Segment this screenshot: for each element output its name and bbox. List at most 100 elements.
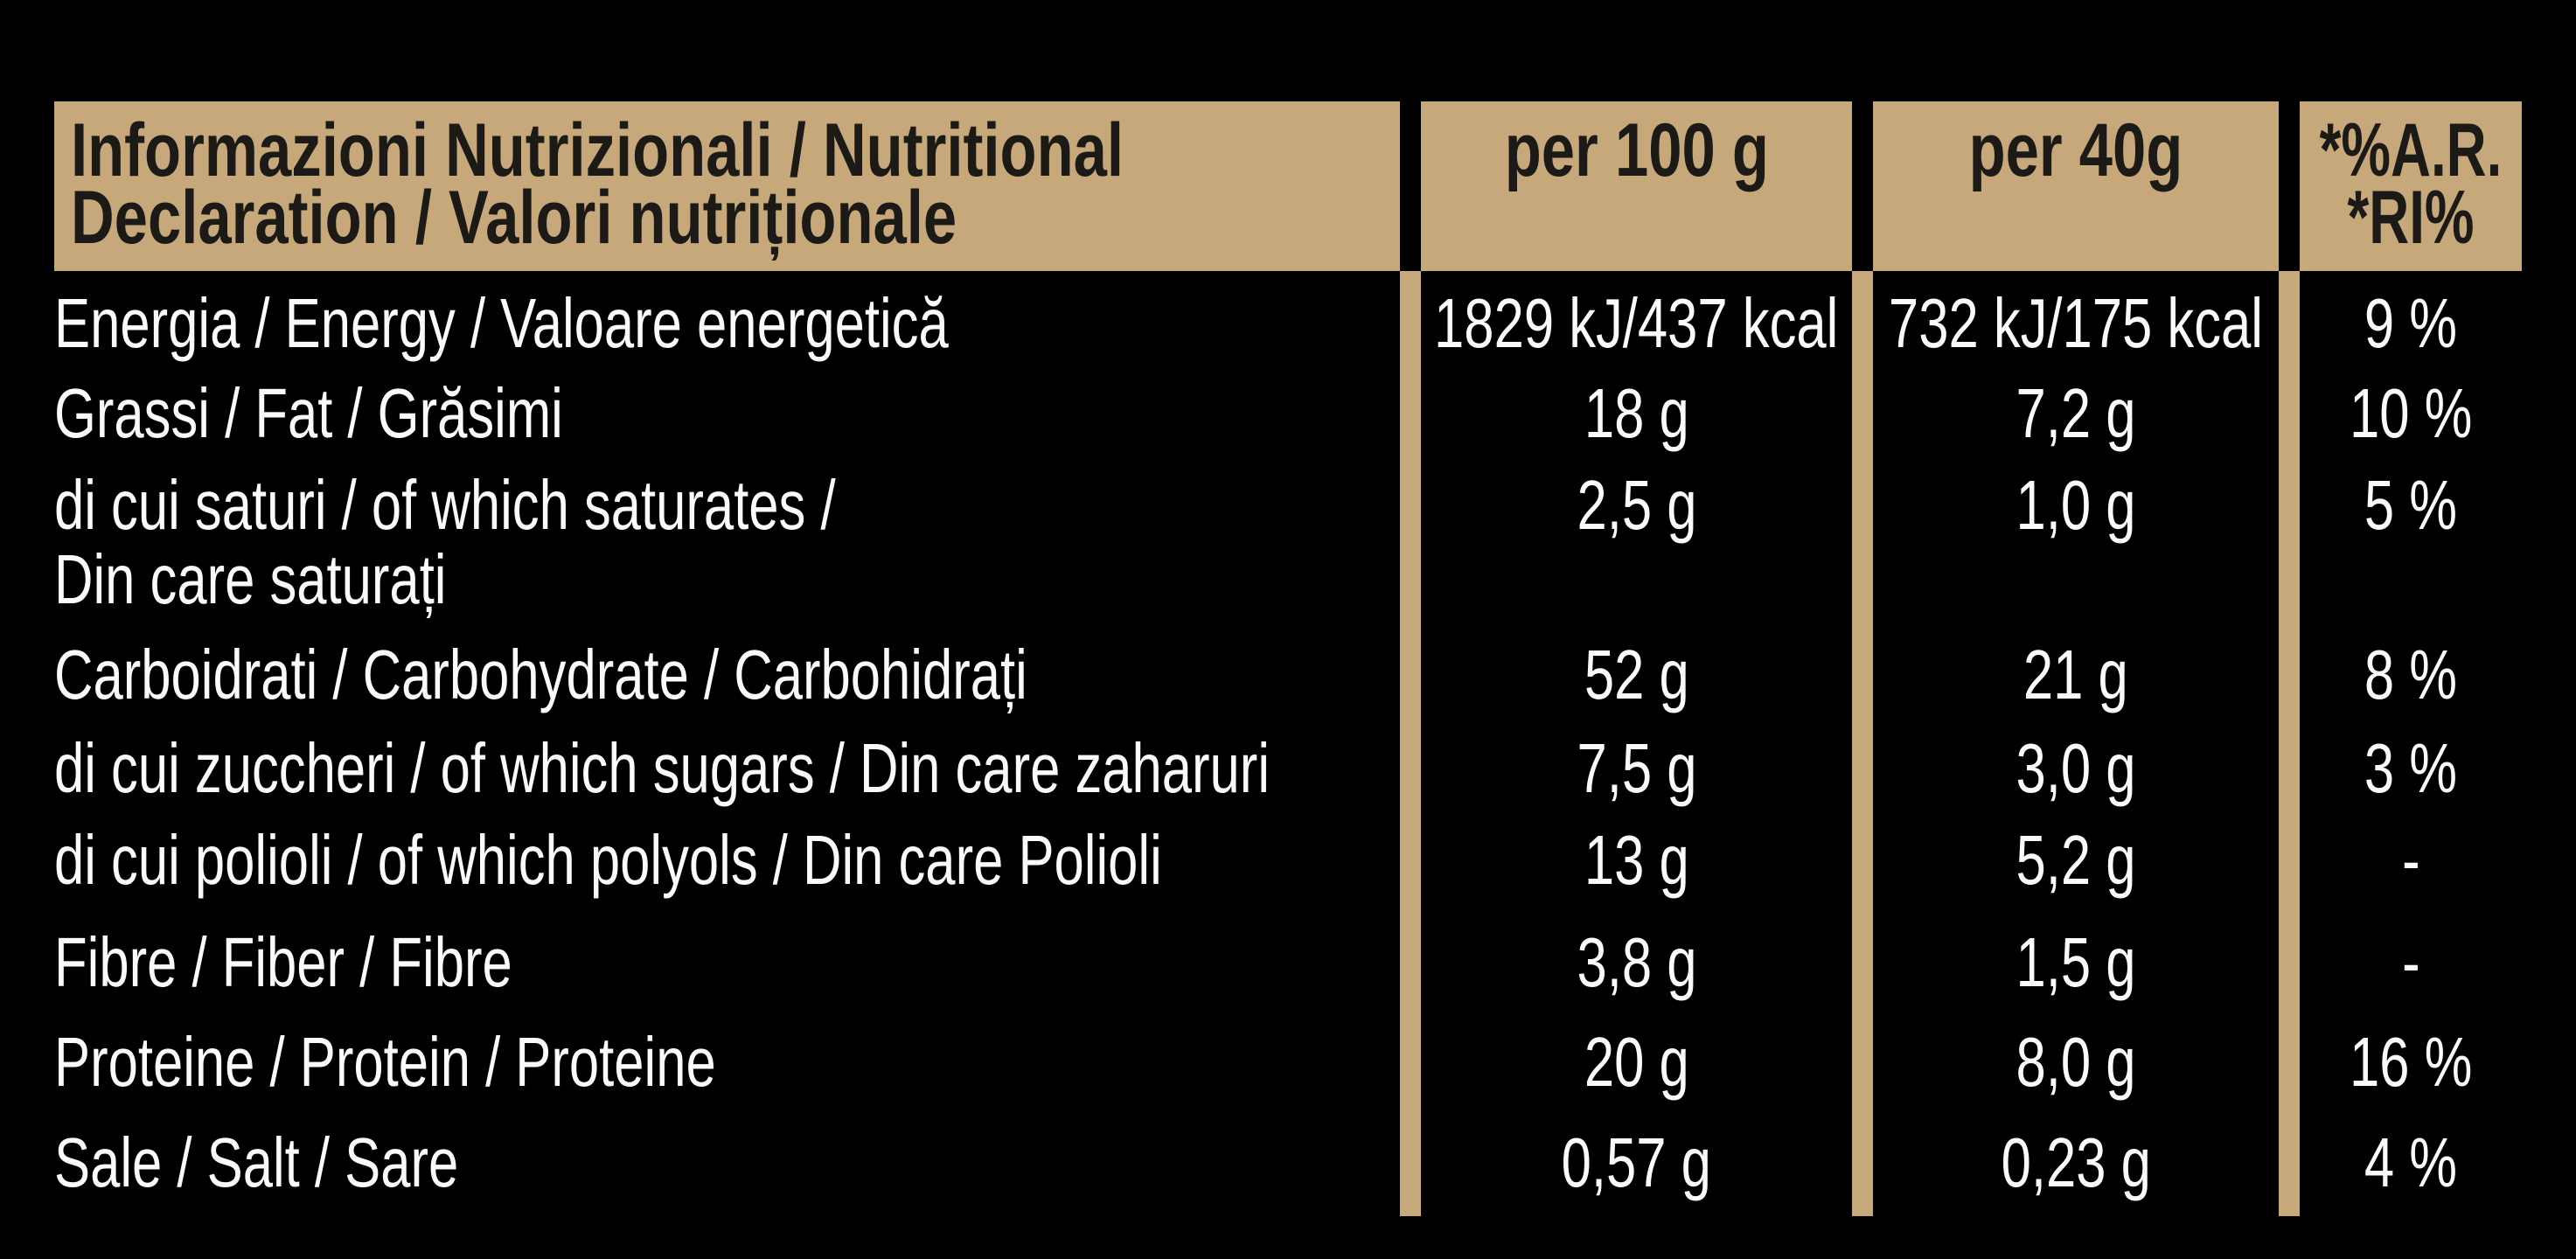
column-header-ri-line1: *%A.R. [2319, 108, 2503, 192]
per-40g-cell: 1,0 g [1873, 470, 2279, 540]
per-100g-cell: 7,5 g [1421, 734, 1852, 803]
label-cell: Grassi / Fat / Grăsimi [54, 379, 1400, 449]
row-label: Grassi / Fat / Grăsimi [54, 374, 563, 452]
value-per-100g: 3,8 g [1576, 923, 1697, 1001]
column-header-ri-line2: *RI% [2347, 176, 2475, 260]
value-per-40g: 3,0 g [2016, 729, 2136, 807]
row-label: Energia / Energy / Valoare energetică [54, 284, 949, 362]
label-cell: Carboidrati / Carbohydrate / Carbohidraț… [54, 640, 1400, 710]
per-100g-cell: 52 g [1421, 640, 1852, 710]
table-row: Grassi / Fat / Grăsimi 18 g 7,2 g 10 % [0, 379, 2576, 449]
row-label: di cui polioli / of which polyols / Din … [54, 821, 1162, 899]
table-title: Informazioni Nutrizionali / Nutritional … [71, 108, 1387, 260]
table-row: Proteine / Protein / Proteine 20 g 8,0 g… [0, 1027, 2576, 1097]
per-40g-cell: 3,0 g [1873, 734, 2279, 803]
per-100g-cell: 1829 kJ/437 kcal [1421, 289, 1852, 358]
ri-cell: 5 % [2300, 470, 2522, 540]
row-label: Fibre / Fiber / Fibre [54, 923, 512, 1001]
column-divider [2279, 271, 2300, 1216]
per-100g-cell: 0,57 g [1421, 1128, 1852, 1198]
label-cell: di cui saturi / of which saturates / Din… [54, 470, 1400, 615]
row-label: Carboidrati / Carbohydrate / Carbohidraț… [54, 636, 1027, 713]
value-ri: - [2401, 923, 2420, 1001]
ri-cell: - [2300, 825, 2522, 895]
header-cell-per-100g: per 100 g [1421, 101, 1852, 271]
per-40g-cell: 8,0 g [1873, 1027, 2279, 1097]
ri-cell: 10 % [2300, 379, 2522, 449]
column-header-per-100g-wrap: per 100 g [1421, 108, 1852, 192]
value-per-40g: 1,5 g [2016, 923, 2136, 1001]
value-per-40g: 21 g [2023, 636, 2128, 713]
table-row: di cui zuccheri / of which sugars / Din … [0, 734, 2576, 803]
value-per-100g: 1829 kJ/437 kcal [1434, 284, 1839, 362]
value-ri: 10 % [2349, 374, 2473, 452]
table-row: di cui polioli / of which polyols / Din … [0, 825, 2576, 895]
per-100g-cell: 18 g [1421, 379, 1852, 449]
value-per-100g: 20 g [1584, 1023, 1689, 1101]
value-per-40g: 8,0 g [2016, 1023, 2136, 1101]
ri-cell: 4 % [2300, 1128, 2522, 1198]
table-title-line1: Informazioni Nutrizionali / Nutritional [71, 108, 1124, 192]
value-per-40g: 5,2 g [2016, 821, 2136, 899]
value-per-100g: 18 g [1584, 374, 1689, 452]
label-cell: Energia / Energy / Valoare energetică [54, 289, 1400, 358]
column-header-per-40g: per 40g [1968, 108, 2183, 192]
column-divider [1852, 271, 1873, 1216]
row-label-line2: Din care saturați [54, 540, 447, 618]
value-per-40g: 732 kJ/175 kcal [1888, 284, 2264, 362]
value-per-100g: 7,5 g [1576, 729, 1697, 807]
per-40g-cell: 21 g [1873, 640, 2279, 710]
label-cell: Fibre / Fiber / Fibre [54, 928, 1400, 998]
table-row: Energia / Energy / Valoare energetică 18… [0, 289, 2576, 358]
label-cell: Sale / Salt / Sare [54, 1128, 1400, 1198]
per-100g-cell: 20 g [1421, 1027, 1852, 1097]
table-row: Carboidrati / Carbohydrate / Carbohidraț… [0, 640, 2576, 710]
table-row: Sale / Salt / Sare 0,57 g 0,23 g 4 % [0, 1128, 2576, 1198]
value-per-40g: 7,2 g [2016, 374, 2136, 452]
value-per-40g: 0,23 g [2001, 1123, 2151, 1201]
column-header-per-40g-wrap: per 40g [1873, 108, 2279, 192]
header-cell-ri: *%A.R. *RI% [2300, 101, 2522, 271]
per-40g-cell: 5,2 g [1873, 825, 2279, 895]
value-ri: 3 % [2364, 729, 2458, 807]
label-cell: di cui zuccheri / of which sugars / Din … [54, 734, 1400, 803]
label-cell: Proteine / Protein / Proteine [54, 1027, 1400, 1097]
value-ri: 5 % [2364, 466, 2458, 544]
per-40g-cell: 0,23 g [1873, 1128, 2279, 1198]
per-100g-cell: 2,5 g [1421, 470, 1852, 540]
value-per-100g: 2,5 g [1576, 466, 1697, 544]
value-ri: 8 % [2364, 636, 2458, 713]
per-100g-cell: 3,8 g [1421, 928, 1852, 998]
value-per-100g: 52 g [1584, 636, 1689, 713]
value-per-100g: 13 g [1584, 821, 1689, 899]
column-header-ri-wrap: *%A.R. *RI% [2300, 108, 2522, 260]
value-per-100g: 0,57 g [1561, 1123, 1712, 1201]
ri-cell: 16 % [2300, 1027, 2522, 1097]
ri-cell: 9 % [2300, 289, 2522, 358]
value-ri: 9 % [2364, 284, 2458, 362]
per-40g-cell: 7,2 g [1873, 379, 2279, 449]
value-ri: - [2401, 821, 2420, 899]
row-label: Sale / Salt / Sare [54, 1123, 459, 1201]
header-cell-per-40g: per 40g [1873, 101, 2279, 271]
value-ri: 16 % [2349, 1023, 2473, 1101]
table-row: Fibre / Fiber / Fibre 3,8 g 1,5 g - [0, 928, 2576, 998]
per-40g-cell: 732 kJ/175 kcal [1873, 289, 2279, 358]
table-row: di cui saturi / of which saturates / Din… [0, 470, 2576, 615]
column-header-per-100g: per 100 g [1504, 108, 1769, 192]
row-label: di cui zuccheri / of which sugars / Din … [54, 729, 1271, 807]
row-label: Proteine / Protein / Proteine [54, 1023, 716, 1101]
ri-cell: 3 % [2300, 734, 2522, 803]
row-label: di cui saturi / of which saturates / [54, 466, 836, 544]
table-title-line2: Declaration / Valori nutriționale [71, 176, 957, 260]
per-100g-cell: 13 g [1421, 825, 1852, 895]
per-40g-cell: 1,5 g [1873, 928, 2279, 998]
label-cell: di cui polioli / of which polyols / Din … [54, 825, 1400, 895]
header-cell-title: Informazioni Nutrizionali / Nutritional … [54, 101, 1400, 271]
value-per-40g: 1,0 g [2016, 466, 2136, 544]
ri-cell: 8 % [2300, 640, 2522, 710]
value-ri: 4 % [2364, 1123, 2458, 1201]
column-divider [1400, 271, 1421, 1216]
ri-cell: - [2300, 928, 2522, 998]
